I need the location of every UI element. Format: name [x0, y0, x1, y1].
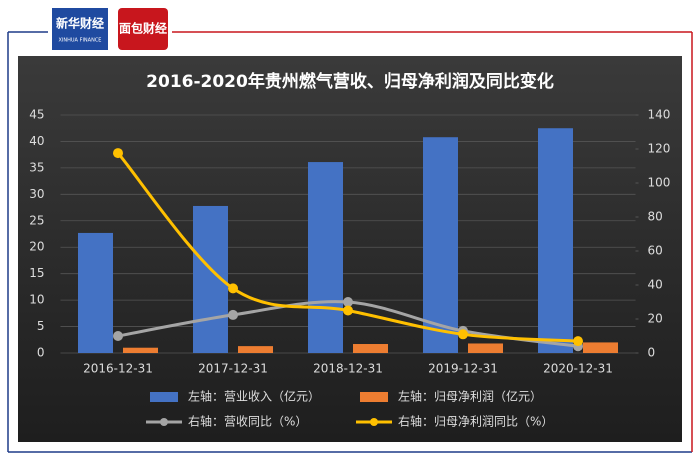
chart-bg [18, 56, 682, 442]
bar [583, 342, 618, 353]
y2-tick-label: 0 [648, 346, 656, 360]
y2-tick-label: 60 [648, 244, 663, 258]
line-point [458, 329, 468, 340]
legend-label: 右轴：营收同比（%） [188, 414, 307, 429]
bar [308, 162, 343, 353]
legend-label: 左轴：归母净利润（亿元） [398, 389, 542, 404]
y-tick-label: 40 [29, 134, 44, 148]
y-tick-label: 45 [29, 108, 44, 122]
y-tick-label: 5 [37, 319, 45, 333]
line [116, 152, 579, 343]
logo [118, 8, 168, 50]
legend-swatch [360, 392, 388, 402]
legend-label: 右轴：归母净利润同比（%） [398, 414, 553, 429]
logo-sub: XINHUA FINANCE [59, 38, 102, 44]
line-point [573, 336, 583, 347]
x-tick-label: 2017-12-31 [198, 362, 268, 376]
line-point [343, 305, 353, 316]
y2-tick-label: 100 [648, 176, 671, 190]
y2-tick-label: 80 [648, 210, 663, 224]
y-tick-label: 15 [29, 266, 44, 280]
y2-tick-label: 140 [648, 108, 671, 122]
line-point [228, 283, 238, 294]
line-point [113, 148, 123, 159]
y-tick-label: 35 [29, 160, 44, 174]
y-tick-label: 30 [29, 187, 44, 201]
bar [468, 343, 503, 353]
y-tick-label: 10 [29, 293, 44, 307]
x-tick-label: 2016-12-31 [83, 362, 153, 376]
x-tick-label: 2020-12-31 [543, 362, 613, 376]
legend-swatch [370, 418, 378, 426]
bar [353, 344, 388, 353]
x-tick-label: 2019-12-31 [428, 362, 498, 376]
line-point [113, 331, 123, 341]
y2-tick-label: 120 [648, 142, 671, 156]
x-tick-label: 2018-12-31 [313, 362, 383, 376]
logo-text: 新华财经 [56, 16, 104, 31]
legend-swatch [150, 392, 178, 402]
legend-swatch [160, 418, 168, 426]
y2-tick-label: 20 [648, 312, 663, 326]
line-point [228, 309, 238, 320]
line-point [343, 297, 353, 307]
y-tick-label: 20 [29, 240, 44, 254]
bar [238, 346, 273, 353]
y-tick-label: 0 [37, 346, 45, 360]
bar [538, 128, 573, 353]
y2-tick-label: 40 [648, 278, 663, 292]
legend-label: 左轴：营业收入（亿元） [188, 389, 320, 404]
bar [78, 232, 113, 353]
bar [423, 137, 458, 353]
chart-title: 2016-2020年贵州燃气营收、归母净利润及同比变化 [146, 71, 554, 92]
y-tick-label: 25 [29, 213, 44, 227]
logo [52, 8, 108, 50]
logo-text: 面包财经 [119, 21, 167, 36]
bar [123, 347, 158, 353]
